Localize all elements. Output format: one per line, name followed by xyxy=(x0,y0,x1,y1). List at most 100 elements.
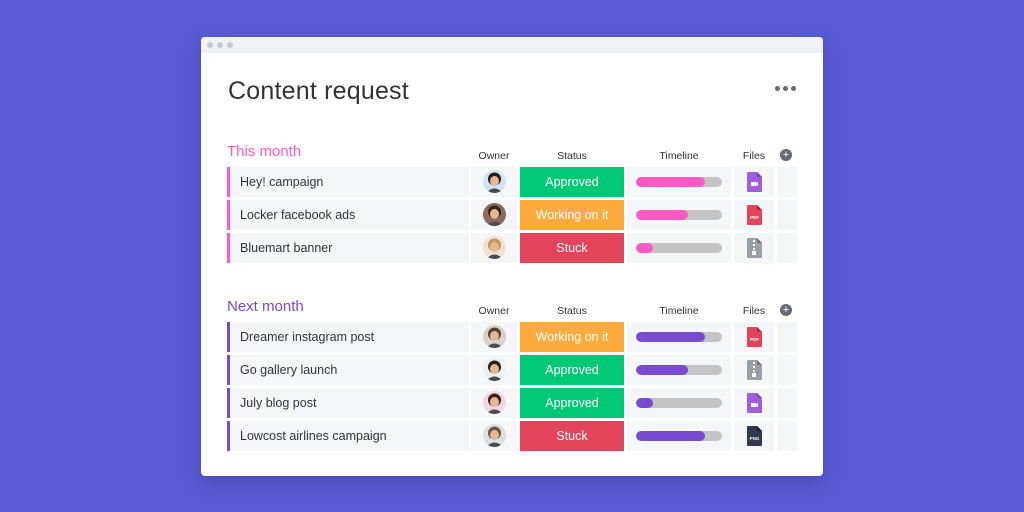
timeline-cell[interactable] xyxy=(627,167,731,197)
timeline-column-header[interactable]: Timeline xyxy=(659,305,699,317)
group-color-bar xyxy=(227,388,230,418)
avatar[interactable] xyxy=(483,170,506,193)
avatar[interactable] xyxy=(483,236,506,259)
files-cell[interactable]: PNG xyxy=(734,421,774,451)
item-name[interactable]: Go gallery launch xyxy=(240,363,338,377)
timeline-cell[interactable] xyxy=(627,355,731,385)
files-cell[interactable] xyxy=(734,233,774,263)
timeline-bar[interactable] xyxy=(636,431,722,441)
timeline-fill xyxy=(636,365,688,375)
png-file-icon[interactable]: PNG xyxy=(747,426,762,446)
files-cell[interactable] xyxy=(734,167,774,197)
add-column-icon[interactable]: + xyxy=(780,149,792,161)
timeline-bar[interactable] xyxy=(636,365,722,375)
timeline-bar[interactable] xyxy=(636,332,722,342)
video-file-icon[interactable] xyxy=(747,172,762,192)
timeline-fill xyxy=(636,332,705,342)
timeline-fill xyxy=(636,398,654,408)
status-badge[interactable]: Stuck xyxy=(520,421,624,451)
timeline-bar[interactable] xyxy=(636,210,722,220)
status-badge[interactable]: Approved xyxy=(520,355,624,385)
group-title[interactable]: This month xyxy=(227,143,302,160)
window-dot-icon[interactable] xyxy=(227,42,233,48)
item-name-cell[interactable]: Hey! campaign xyxy=(227,167,469,197)
status-badge[interactable]: Working on it xyxy=(520,200,624,230)
owner-cell[interactable] xyxy=(471,167,517,197)
group-title[interactable]: Next month xyxy=(227,298,304,315)
files-cell[interactable]: PDF xyxy=(734,200,774,230)
group-color-bar xyxy=(227,322,230,352)
owner-cell[interactable] xyxy=(471,388,517,418)
pdf-file-icon[interactable]: PDF xyxy=(747,327,762,347)
item-name[interactable]: Dreamer instagram post xyxy=(240,330,375,344)
empty-cell[interactable] xyxy=(777,200,797,230)
files-cell[interactable] xyxy=(734,355,774,385)
empty-cell[interactable] xyxy=(777,167,797,197)
timeline-bar[interactable] xyxy=(636,243,722,253)
item-name-cell[interactable]: July blog post xyxy=(227,388,469,418)
files-cell[interactable] xyxy=(734,388,774,418)
empty-cell[interactable] xyxy=(777,421,797,451)
zip-file-icon[interactable] xyxy=(747,360,762,380)
timeline-fill xyxy=(636,210,688,220)
timeline-fill xyxy=(636,243,654,253)
owner-cell[interactable] xyxy=(471,421,517,451)
timeline-cell[interactable] xyxy=(627,200,731,230)
more-options-icon[interactable] xyxy=(775,83,799,93)
window-dot-icon[interactable] xyxy=(217,42,223,48)
item-name[interactable]: Locker facebook ads xyxy=(240,208,356,222)
timeline-fill xyxy=(636,431,705,441)
timeline-column-header[interactable]: Timeline xyxy=(659,150,699,162)
svg-text:PNG: PNG xyxy=(750,436,760,441)
owner-cell[interactable] xyxy=(471,322,517,352)
status-badge[interactable]: Approved xyxy=(520,167,624,197)
timeline-cell[interactable] xyxy=(627,322,731,352)
item-name[interactable]: July blog post xyxy=(240,396,317,410)
timeline-cell[interactable] xyxy=(627,233,731,263)
empty-cell[interactable] xyxy=(777,388,797,418)
timeline-cell[interactable] xyxy=(627,421,731,451)
board-title: Content request xyxy=(228,77,409,105)
svg-text:PDF: PDF xyxy=(750,337,759,342)
status-badge[interactable]: Approved xyxy=(520,388,624,418)
zip-file-icon[interactable] xyxy=(747,238,762,258)
timeline-bar[interactable] xyxy=(636,177,722,187)
files-column-header[interactable]: Files xyxy=(742,305,766,317)
window-titlebar xyxy=(201,37,823,53)
empty-cell[interactable] xyxy=(777,233,797,263)
item-name-cell[interactable]: Locker facebook ads xyxy=(227,200,469,230)
status-column-header[interactable]: Status xyxy=(557,150,587,162)
empty-cell[interactable] xyxy=(777,322,797,352)
item-name[interactable]: Lowcost airlines campaign xyxy=(240,429,387,443)
group-color-bar xyxy=(227,355,230,385)
avatar[interactable] xyxy=(483,358,506,381)
item-name-cell[interactable]: Dreamer instagram post xyxy=(227,322,469,352)
empty-cell[interactable] xyxy=(777,355,797,385)
timeline-cell[interactable] xyxy=(627,388,731,418)
status-badge[interactable]: Working on it xyxy=(520,322,624,352)
timeline-bar[interactable] xyxy=(636,398,722,408)
item-name-cell[interactable]: Lowcost airlines campaign xyxy=(227,421,469,451)
item-name[interactable]: Hey! campaign xyxy=(240,175,324,189)
owner-column-header[interactable]: Owner xyxy=(478,305,510,317)
item-name-cell[interactable]: Go gallery launch xyxy=(227,355,469,385)
add-column-icon[interactable]: + xyxy=(780,304,792,316)
status-column-header[interactable]: Status xyxy=(557,305,587,317)
video-file-icon[interactable] xyxy=(747,393,762,413)
files-cell[interactable]: PDF xyxy=(734,322,774,352)
window-dot-icon[interactable] xyxy=(207,42,213,48)
avatar[interactable] xyxy=(483,424,506,447)
item-name-cell[interactable]: Bluemart banner xyxy=(227,233,469,263)
avatar[interactable] xyxy=(483,325,506,348)
owner-cell[interactable] xyxy=(471,233,517,263)
owner-column-header[interactable]: Owner xyxy=(478,150,510,162)
group-color-bar xyxy=(227,233,230,263)
status-badge[interactable]: Stuck xyxy=(520,233,624,263)
pdf-file-icon[interactable]: PDF xyxy=(747,205,762,225)
files-column-header[interactable]: Files xyxy=(742,150,766,162)
owner-cell[interactable] xyxy=(471,355,517,385)
item-name[interactable]: Bluemart banner xyxy=(240,241,333,255)
avatar[interactable] xyxy=(483,203,506,226)
avatar[interactable] xyxy=(483,391,506,414)
owner-cell[interactable] xyxy=(471,200,517,230)
